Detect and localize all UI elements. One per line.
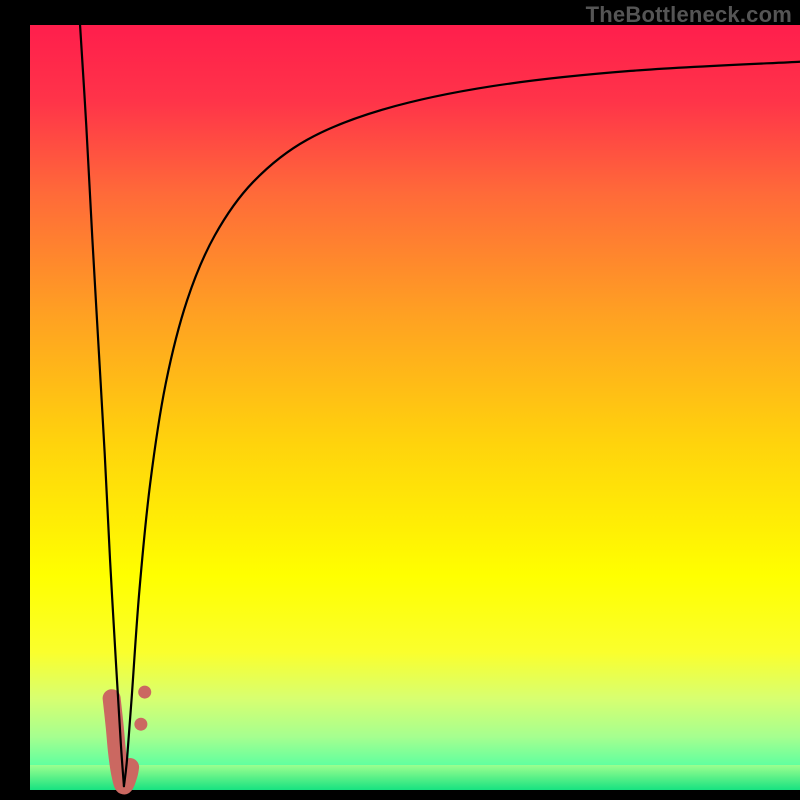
axis-left-border (0, 0, 30, 800)
plot-area (0, 0, 800, 800)
bottleneck-chart (0, 0, 800, 800)
heat-gradient (30, 25, 800, 790)
marker-dot (138, 686, 151, 699)
marker-dot (134, 718, 147, 731)
chart-frame: { "watermark": { "text": "TheBottleneck.… (0, 0, 800, 800)
green-band (30, 765, 800, 790)
watermark-text: TheBottleneck.com (586, 2, 792, 28)
